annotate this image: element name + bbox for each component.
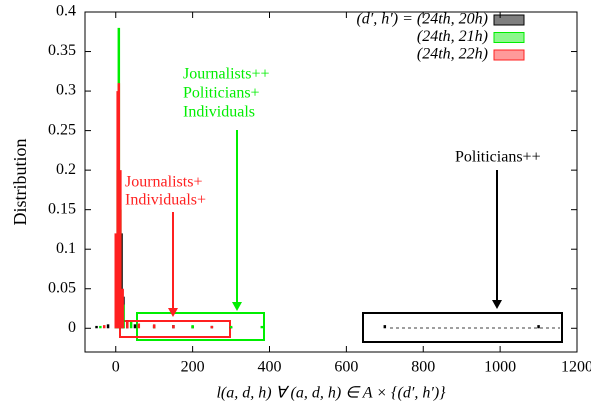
legend-swatch <box>493 14 525 26</box>
legend-swatch <box>493 32 525 43</box>
annotation: Journalists++ <box>183 66 270 83</box>
legend-label: (24th, 22h) <box>417 46 488 63</box>
arrow-head <box>492 300 502 309</box>
y-tick-label: 0.25 <box>48 121 76 138</box>
highlight-box <box>136 312 265 341</box>
highlight-box <box>362 312 563 343</box>
plot-frame <box>84 11 578 353</box>
x-tick-label: 400 <box>258 359 282 376</box>
legend-swatch <box>493 49 525 61</box>
y-tick-label: 0.15 <box>48 200 76 217</box>
y-tick-label: 0.2 <box>56 161 76 178</box>
annotation: Politicians++ <box>455 149 541 166</box>
arrow-head <box>232 302 242 311</box>
y-tick-label: 0.35 <box>48 42 76 59</box>
x-tick-label: 800 <box>411 359 435 376</box>
y-tick-label: 0.3 <box>56 82 76 99</box>
arrow-head <box>168 308 178 317</box>
annotation: Individuals+ <box>125 192 206 209</box>
x-tick-label: 600 <box>334 359 358 376</box>
legend-label: (24th, 21h) <box>417 28 488 45</box>
x-tick-label: 1200 <box>561 359 591 376</box>
legend-label: (d′, h′) = (24th, 20h) <box>356 11 488 28</box>
y-tick-label: 0.1 <box>56 240 76 257</box>
x-tick-label: 200 <box>181 359 205 376</box>
annotation: Individuals <box>183 104 255 121</box>
x-tick-label: 1000 <box>484 359 516 376</box>
y-axis-label: Distribution <box>10 138 30 225</box>
highlight-box <box>119 320 231 338</box>
y-tick-label: 0.4 <box>56 3 76 20</box>
x-tick-label: 0 <box>112 359 120 376</box>
annotation: Journalists+ <box>125 174 202 191</box>
annotation: Politicians+ <box>183 85 260 102</box>
y-tick-label: 0.05 <box>48 279 76 296</box>
x-axis-label: l(a, d, h) ∀ (a, d, h) ∈ A × {(d′, h′)} <box>216 385 446 402</box>
y-tick-label: 0 <box>68 319 76 336</box>
